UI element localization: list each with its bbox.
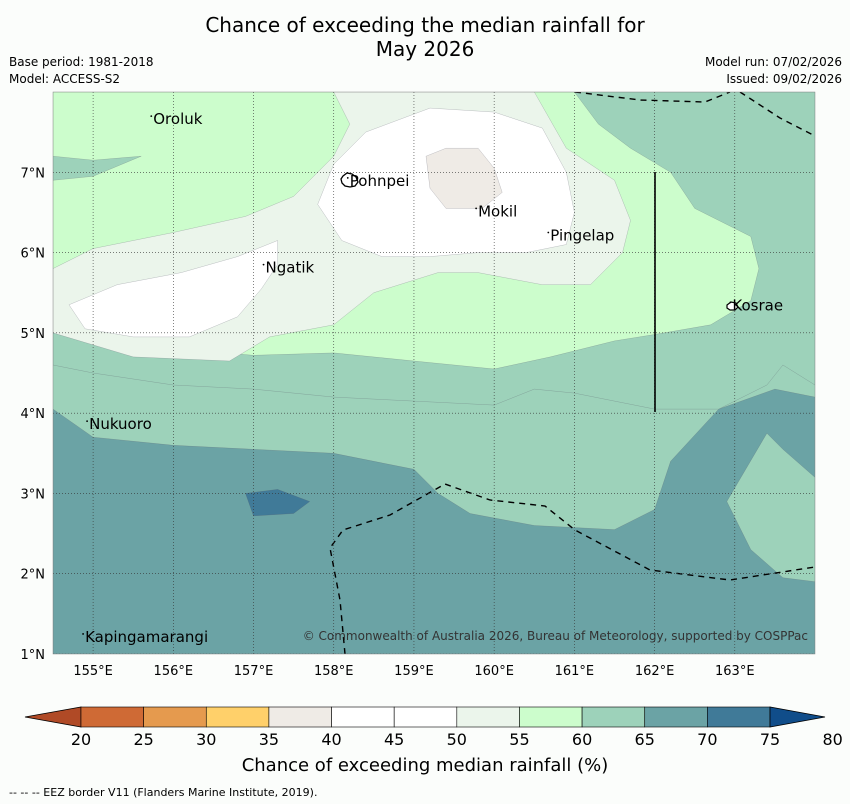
lat-tick-label: 1°N	[21, 648, 46, 663]
eez-border-northeast	[739, 92, 815, 137]
lon-tick-label: 157°E	[234, 664, 274, 679]
place-labels: Oroluk Pohnpei Mokil Pingelap Ngatik Kosrae Nu…	[82, 110, 783, 646]
colorbar-tick-label: 20	[71, 730, 91, 749]
colorbar-segment	[581, 706, 646, 728]
colorbar-tick-label: 35	[259, 730, 279, 749]
colorbar-segment	[143, 706, 207, 728]
place-label: Oroluk	[153, 110, 202, 128]
lon-tick-label: 160°E	[474, 664, 514, 679]
place-label: Pingelap	[550, 227, 614, 245]
colorbar: 20 25 30 35 40 45 50 55 60 65 70 75 80	[24, 706, 843, 749]
lon-tick-label: 159°E	[394, 664, 434, 679]
place-label: Nukuoro	[89, 415, 152, 433]
run-info: Model run: 07/02/2026 Issued: 09/02/2026	[705, 54, 842, 88]
eez-border-south	[329, 483, 815, 654]
pohnpei-island	[340, 172, 359, 188]
lat-tick-label: 3°N	[21, 487, 46, 502]
lon-tick-label: 155°E	[73, 664, 113, 679]
copyright-notice: © Commonwealth of Australia 2026, Bureau…	[303, 629, 808, 643]
colorbar-segment	[331, 706, 395, 728]
contour-fill-layer	[53, 92, 815, 654]
lat-tick-label: 2°N	[21, 568, 46, 583]
map-frame	[52, 91, 816, 655]
colorbar-tick-label: 70	[697, 730, 717, 749]
colorbar-tick-label: 65	[635, 730, 655, 749]
colorbar-segment	[80, 706, 144, 728]
gridlines	[53, 92, 815, 654]
place-marker	[86, 420, 88, 423]
lat-tick-label: 4°N	[21, 407, 46, 422]
place-label: Ngatik	[266, 259, 315, 277]
place-marker	[262, 263, 265, 266]
colorbar-tick-label: 75	[760, 730, 780, 749]
kosrae-island	[726, 301, 739, 311]
contour-grey-centre	[425, 147, 503, 209]
place-marker	[82, 633, 84, 635]
colorbar-segment	[205, 706, 270, 728]
contour-sage-right	[726, 432, 815, 582]
colorbar-tick-label: 50	[447, 730, 467, 749]
place-label: Mokil	[478, 202, 517, 220]
colorbar-tick-label: 60	[572, 730, 592, 749]
place-marker	[346, 177, 349, 179]
model-info: Base period: 1981-2018 Model: ACCESS-S2	[9, 54, 154, 88]
map-title: Chance of exceeding the median rainfall …	[0, 13, 850, 61]
colorbar-tick-label: 30	[196, 730, 216, 749]
colorbar-label: Chance of exceeding median rainfall (%)	[241, 755, 609, 776]
eez-border-north	[574, 92, 731, 103]
eez-footnote: -- -- -- EEZ border V11 (Flanders Marine…	[9, 786, 318, 799]
colorbar-segment	[519, 706, 583, 728]
issued-date: Issued: 09/02/2026	[726, 72, 842, 86]
colorbar-tick-label: 80	[822, 730, 842, 749]
longitude-ticks: 155°E 156°E 157°E 158°E 159°E 160°E 161°E 162°E…	[73, 664, 754, 679]
place-marker	[475, 207, 478, 210]
colorbar-tick-label: 40	[321, 730, 341, 749]
colorbar-high-arrow	[769, 706, 826, 728]
lon-tick-label: 162°E	[635, 664, 675, 679]
place-marker	[729, 301, 732, 304]
colorbar-tick-label: 25	[133, 730, 153, 749]
contour-white-left	[68, 240, 278, 338]
colorbar-segment	[456, 706, 520, 728]
eez-border-layer	[329, 92, 815, 654]
lat-tick-label: 7°N	[21, 166, 46, 181]
lon-tick-label: 156°E	[154, 664, 194, 679]
base-period: Base period: 1981-2018	[9, 55, 154, 69]
contour-dark-patch	[245, 489, 311, 517]
colorbar-segment	[268, 706, 332, 728]
colorbar-segment	[707, 706, 771, 728]
colorbar-segment	[644, 706, 708, 728]
latitude-ticks: 1°N 2°N 3°N 4°N 5°N 6°N 7°N	[21, 166, 46, 663]
lat-tick-label: 6°N	[21, 247, 46, 262]
place-marker	[547, 231, 550, 234]
lon-tick-label: 163°E	[715, 664, 755, 679]
colorbar-segment	[393, 706, 458, 728]
island-outlines	[340, 172, 739, 311]
lon-tick-label: 158°E	[314, 664, 354, 679]
lat-tick-label: 5°N	[21, 327, 46, 342]
colorbar-low-arrow	[24, 706, 82, 728]
place-label: Pohnpei	[350, 172, 410, 190]
lon-tick-label: 161°E	[555, 664, 595, 679]
colorbar-tick-label: 55	[509, 730, 529, 749]
title-line-2: May 2026	[375, 37, 475, 61]
place-label: Kapingamarangi	[85, 628, 208, 646]
model-run: Model run: 07/02/2026	[704, 55, 842, 69]
model-name: Model: ACCESS-S2	[9, 72, 121, 86]
place-marker	[150, 115, 153, 117]
place-label: Kosrae	[732, 296, 783, 314]
title-line-1: Chance of exceeding the median rainfall …	[205, 13, 645, 37]
colorbar-tick-label: 45	[384, 730, 404, 749]
